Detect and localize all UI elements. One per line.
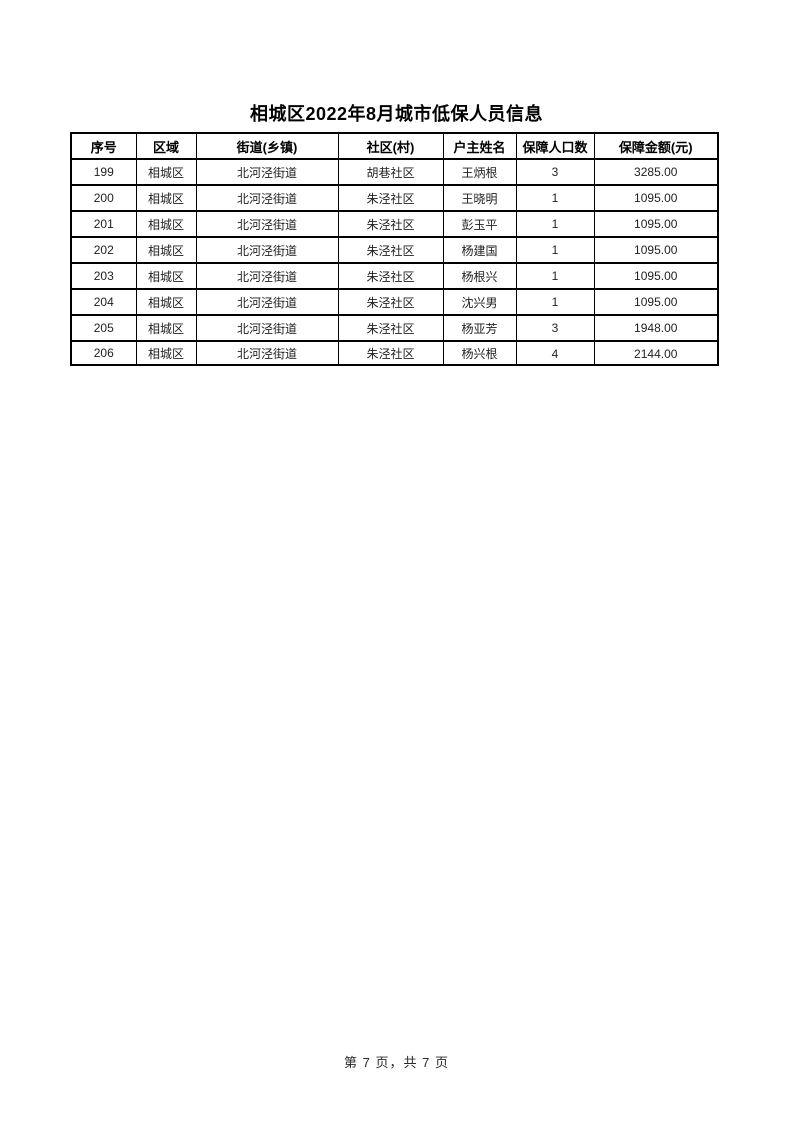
table-row: 206 相城区 北河泾街道 朱泾社区 杨兴根 4 2144.00	[70, 340, 719, 366]
table-cell: 北河泾街道	[195, 314, 339, 342]
table-row: 202 相城区 北河泾街道 朱泾社区 杨建国 1 1095.00	[70, 236, 719, 264]
table-cell: 203	[70, 262, 137, 290]
table-cell: 1	[515, 262, 595, 290]
table-cell: 1	[515, 236, 595, 264]
header-covered-persons: 保障人口数	[515, 132, 595, 160]
table-cell: 2144.00	[593, 340, 719, 366]
table-cell: 胡巷社区	[337, 158, 444, 186]
table-cell: 相城区	[135, 262, 197, 290]
table-cell: 杨根兴	[442, 262, 517, 290]
table-cell: 北河泾街道	[195, 262, 339, 290]
table-cell: 1948.00	[593, 314, 719, 342]
table-cell: 1095.00	[593, 236, 719, 264]
table-cell: 沈兴男	[442, 288, 517, 316]
table-cell: 1095.00	[593, 184, 719, 212]
table-cell: 杨兴根	[442, 340, 517, 366]
table-row: 203 相城区 北河泾街道 朱泾社区 杨根兴 1 1095.00	[70, 262, 719, 290]
table-cell: 相城区	[135, 210, 197, 238]
table-row: 204 相城区 北河泾街道 朱泾社区 沈兴男 1 1095.00	[70, 288, 719, 316]
table-cell: 杨亚芳	[442, 314, 517, 342]
table-cell: 1	[515, 184, 595, 212]
table-cell: 杨建国	[442, 236, 517, 264]
table-cell: 3	[515, 314, 595, 342]
table-cell: 204	[70, 288, 137, 316]
table-cell: 1	[515, 210, 595, 238]
table-cell: 北河泾街道	[195, 288, 339, 316]
table-cell: 相城区	[135, 314, 197, 342]
table-row: 205 相城区 北河泾街道 朱泾社区 杨亚芳 3 1948.00	[70, 314, 719, 342]
table-cell: 朱泾社区	[337, 210, 444, 238]
table-cell: 朱泾社区	[337, 314, 444, 342]
table-cell: 朱泾社区	[337, 340, 444, 366]
page-number-footer: 第 7 页，共 7 页	[344, 1055, 449, 1070]
table-cell: 202	[70, 236, 137, 264]
table-cell: 199	[70, 158, 137, 186]
table-cell: 1095.00	[593, 210, 719, 238]
table-row: 199 相城区 北河泾街道 胡巷社区 王炳根 3 3285.00	[70, 158, 719, 186]
header-street-township: 街道(乡镇)	[195, 132, 339, 160]
table-cell: 1095.00	[593, 288, 719, 316]
table-cell: 205	[70, 314, 137, 342]
table-body: 199 相城区 北河泾街道 胡巷社区 王炳根 3 3285.00 200 相城区 北河泾街道 朱泾社…	[70, 158, 719, 366]
table-cell: 朱泾社区	[337, 288, 444, 316]
header-community-village: 社区(村)	[337, 132, 444, 160]
table-cell: 北河泾街道	[195, 210, 339, 238]
header-guarantee-amount: 保障金额(元)	[593, 132, 719, 160]
table-cell: 相城区	[135, 340, 197, 366]
table-cell: 206	[70, 340, 137, 366]
table-cell: 4	[515, 340, 595, 366]
table-cell: 1	[515, 288, 595, 316]
table-cell: 200	[70, 184, 137, 212]
table-cell: 相城区	[135, 236, 197, 264]
header-region: 区域	[135, 132, 197, 160]
header-householder-name: 户主姓名	[442, 132, 517, 160]
table-cell: 王炳根	[442, 158, 517, 186]
table-cell: 相城区	[135, 158, 197, 186]
table-cell: 3	[515, 158, 595, 186]
table-cell: 朱泾社区	[337, 262, 444, 290]
table-cell: 3285.00	[593, 158, 719, 186]
table-cell: 相城区	[135, 288, 197, 316]
table-cell: 彭玉平	[442, 210, 517, 238]
table-cell: 朱泾社区	[337, 184, 444, 212]
document-title: 相城区2022年8月城市低保人员信息	[249, 104, 544, 124]
welfare-table: 序号 区域 街道(乡镇) 社区(村) 户主姓名 保障人口数 保障金额(元) 19…	[70, 132, 719, 366]
table-cell: 北河泾街道	[195, 184, 339, 212]
table-cell: 相城区	[135, 184, 197, 212]
table-header-row: 序号 区域 街道(乡镇) 社区(村) 户主姓名 保障人口数 保障金额(元)	[70, 132, 719, 160]
table-cell: 北河泾街道	[195, 340, 339, 366]
table-cell: 北河泾街道	[195, 158, 339, 186]
table-cell: 201	[70, 210, 137, 238]
table-row: 201 相城区 北河泾街道 朱泾社区 彭玉平 1 1095.00	[70, 210, 719, 238]
table-cell: 北河泾街道	[195, 236, 339, 264]
header-serial-number: 序号	[70, 132, 137, 160]
table-cell: 王晓明	[442, 184, 517, 212]
table-cell: 1095.00	[593, 262, 719, 290]
table-cell: 朱泾社区	[337, 236, 444, 264]
table-row: 200 相城区 北河泾街道 朱泾社区 王晓明 1 1095.00	[70, 184, 719, 212]
